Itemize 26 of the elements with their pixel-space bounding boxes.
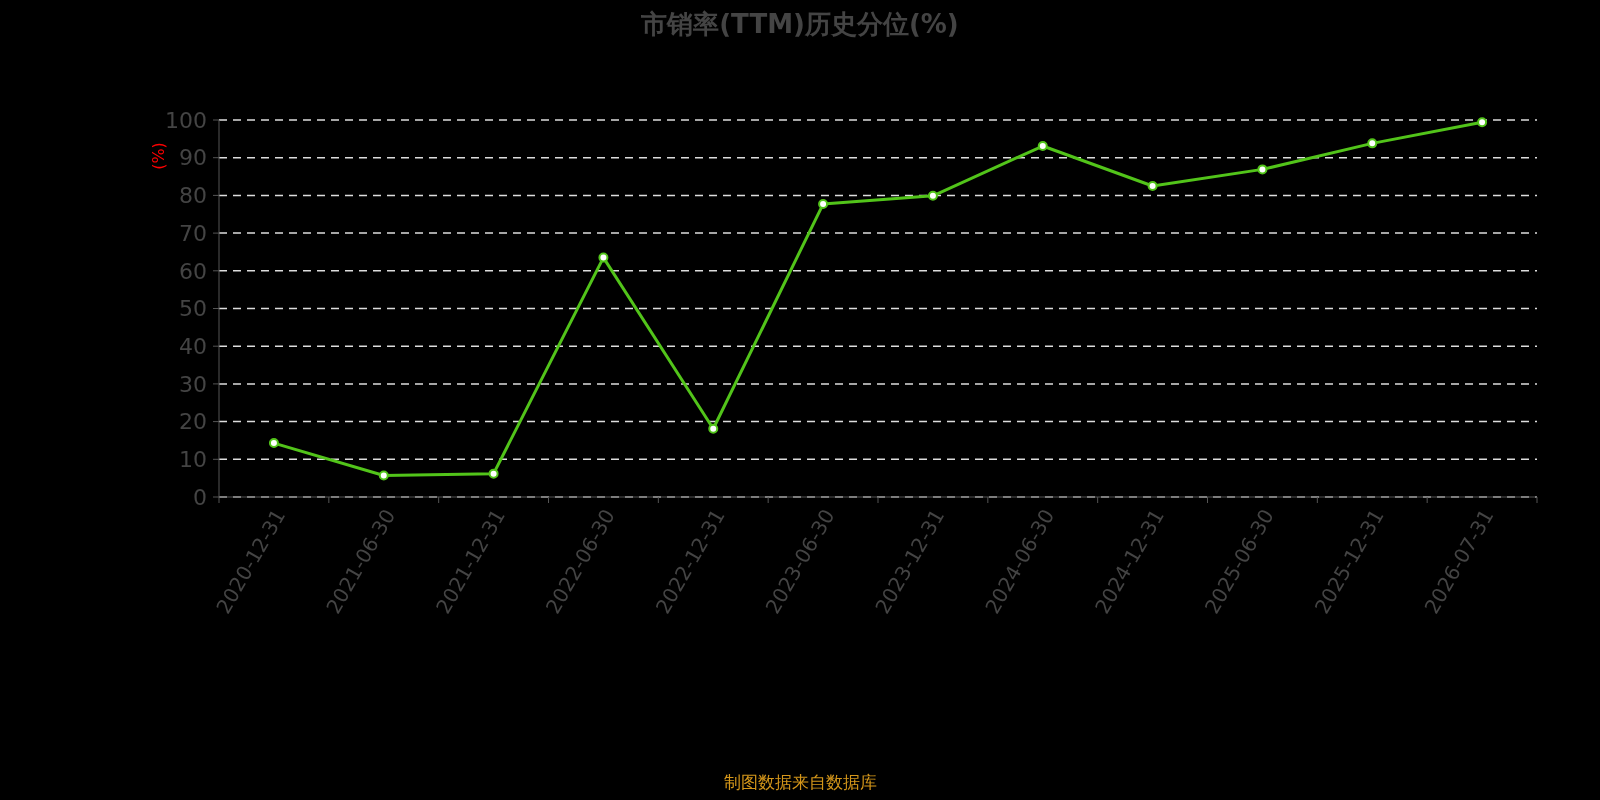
chart-title: 市销率(TTM)历史分位(%)	[640, 9, 959, 39]
point	[268, 438, 279, 449]
point	[708, 423, 719, 434]
y-tick-label: 90	[179, 145, 207, 171]
point	[927, 190, 938, 201]
y-tick-label: 0	[193, 484, 207, 510]
y-tick-label: 10	[179, 447, 207, 472]
y-tick-label: 80	[179, 183, 207, 209]
point	[488, 468, 499, 479]
point	[1147, 180, 1158, 191]
point	[1037, 141, 1048, 152]
y-tick-label: 30	[179, 371, 207, 397]
y-tick-label: 70	[179, 220, 207, 246]
point	[818, 199, 829, 210]
y-tick-label: 40	[179, 333, 207, 359]
point	[1477, 117, 1488, 128]
point	[378, 470, 389, 481]
y-tick-label: 20	[179, 409, 207, 435]
point	[1257, 164, 1268, 175]
y-tick-label: 100	[165, 107, 207, 133]
y-tick-label: 60	[179, 258, 207, 284]
text: 制图数据来自数据库	[723, 772, 877, 792]
point	[598, 252, 609, 263]
y-axis-title: (%)	[148, 142, 168, 170]
point	[1367, 138, 1378, 149]
y-tick-label: 50	[179, 296, 207, 322]
